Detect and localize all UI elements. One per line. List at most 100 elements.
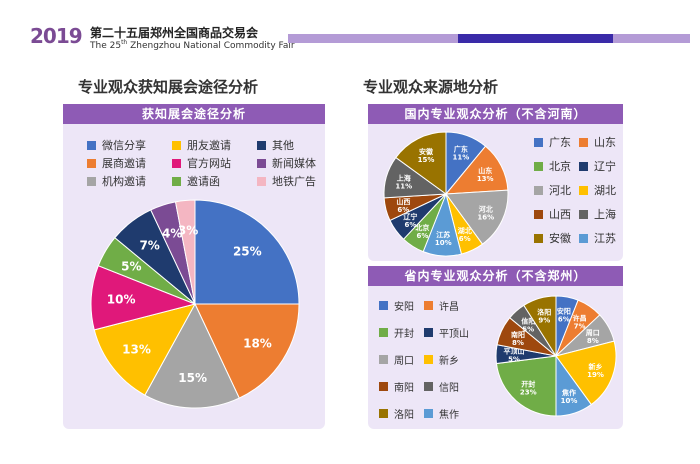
legend-swatch <box>257 158 266 168</box>
legend-swatch <box>172 158 181 168</box>
header-title-en: The 25th Zhengzhou National Commodity Fa… <box>90 39 295 51</box>
fair-logo: 2019 <box>30 24 83 48</box>
slice-value-label: 16% <box>477 214 494 222</box>
legend-swatch <box>379 355 388 364</box>
slice-value-label: 6% <box>416 232 428 240</box>
legend-item: 广东 <box>534 134 571 150</box>
legend-item: 周口 <box>379 352 414 367</box>
legend-swatch <box>579 161 588 171</box>
title-en-part: The 25 <box>90 41 122 51</box>
slice-value-label: 4% <box>162 227 182 241</box>
slice-value-label: 25% <box>233 245 262 259</box>
legend-swatch <box>424 409 433 418</box>
legend-item: 洛阳 <box>379 406 414 421</box>
slice-value-label: 5% <box>508 356 520 364</box>
slice-category-label: 洛阳 <box>537 308 551 317</box>
slice-value-label: 18% <box>243 337 272 351</box>
slice-value-label: 8% <box>587 337 599 345</box>
header-bar-end <box>613 34 690 43</box>
slice-category-label: 许昌 <box>573 313 587 322</box>
header-bar-dark <box>458 34 613 43</box>
legend-item: 新闻媒体 <box>257 155 316 171</box>
slice-category-label: 安阳 <box>557 307 571 316</box>
slice-value-label: 7% <box>574 322 586 330</box>
slice-category-label: 周口 <box>586 328 600 337</box>
slice-category-label: 山西 <box>396 197 410 206</box>
header-title-cn: 第二十五届郑州全国商品交易会 <box>90 26 259 40</box>
legend-label: 广东 <box>549 136 571 149</box>
legend-item: 安徽 <box>534 230 571 246</box>
legend-swatch <box>579 137 588 147</box>
legend-item: 官方网站 <box>172 155 231 171</box>
right-top-pie-chart: 广东11%山东13%河北16%湖北6%江苏10%北京6%辽宁6%山西6%上海11… <box>383 131 509 257</box>
legend-item: 邀请函 <box>172 173 220 189</box>
legend-label: 新闻媒体 <box>272 157 316 170</box>
left-section-title: 专业观众获知展会途径分析 <box>78 78 259 96</box>
legend-swatch <box>534 161 543 171</box>
legend-swatch <box>424 355 433 364</box>
legend-label: 洛阳 <box>394 410 414 421</box>
slice-value-label: 5% <box>522 325 534 333</box>
legend-item: 地铁广告 <box>257 173 316 189</box>
legend-swatch <box>579 209 588 219</box>
legend-item: 山西 <box>534 206 571 222</box>
legend-swatch <box>379 301 388 310</box>
slice-category-label: 河北 <box>479 205 493 214</box>
legend-swatch <box>379 382 388 391</box>
legend-swatch <box>534 233 543 243</box>
legend-label: 山东 <box>594 136 616 149</box>
legend-label: 许昌 <box>439 302 459 313</box>
slice-value-label: 10% <box>561 397 578 405</box>
legend-item: 北京 <box>534 158 571 174</box>
legend-swatch <box>172 176 181 186</box>
slice-category-label: 安徽 <box>419 147 434 156</box>
legend-label: 机构邀请 <box>102 175 146 188</box>
legend-label: 开封 <box>394 329 414 340</box>
legend-item: 新乡 <box>424 352 459 367</box>
right-bottom-chart-title: 省内专业观众分析（不含郑州） <box>368 266 623 286</box>
slice-value-label: 19% <box>587 371 604 379</box>
header: 2019 第二十五届郑州全国商品交易会 The 25th Zhengzhou N… <box>30 24 690 52</box>
legend-swatch <box>534 185 543 195</box>
slice-value-label: 13% <box>122 342 151 356</box>
header-bar-light <box>288 34 458 43</box>
slice-category-label: 焦作 <box>561 388 576 397</box>
legend-item: 南阳 <box>379 379 414 394</box>
right-section-title: 专业观众来源地分析 <box>363 78 499 96</box>
legend-swatch <box>379 328 388 337</box>
legend-label: 江苏 <box>594 232 616 245</box>
legend-swatch <box>87 140 96 150</box>
legend-item: 信阳 <box>424 379 459 394</box>
slice-value-label: 6% <box>459 235 471 243</box>
right-bottom-pie-chart: 安阳6% 许昌7%周口8%新乡19%焦作10%开封23%平顶山5%南阳8%信阳5%… <box>495 295 617 417</box>
legend-label: 辽宁 <box>594 160 616 173</box>
slice-category-label: 辽宁 <box>403 212 417 221</box>
slice-category-label: 北京 <box>415 223 429 232</box>
left-chart-title: 获知展会途径分析 <box>63 104 325 124</box>
legend-label: 信阳 <box>439 383 459 394</box>
legend-item: 上海 <box>579 206 616 222</box>
pie-slice-安徽 <box>395 131 447 195</box>
pie-slice-微信分享 <box>194 199 300 305</box>
slice-value-label: 13% <box>477 175 494 183</box>
legend-swatch <box>87 158 96 168</box>
legend-label: 地铁广告 <box>272 175 316 188</box>
legend-item: 湖北 <box>579 182 616 198</box>
logo-year: 2019 <box>30 24 83 48</box>
slice-value-label: 8% <box>512 339 524 347</box>
legend-swatch <box>534 209 543 219</box>
legend-swatch <box>172 140 181 150</box>
legend-label: 湖北 <box>594 184 616 197</box>
legend-swatch <box>424 301 433 310</box>
legend-label: 官方网站 <box>187 157 231 170</box>
legend-item: 许昌 <box>424 298 459 313</box>
legend-label: 朋友邀请 <box>187 139 231 152</box>
legend-item: 辽宁 <box>579 158 616 174</box>
slice-category-label: 南阳 <box>511 330 525 339</box>
slice-category-label: 新乡 <box>589 362 603 371</box>
right-top-chart-title: 国内专业观众分析（不含河南） <box>368 104 623 124</box>
slice-category-label: 上海 <box>397 174 411 183</box>
legend-label: 山西 <box>549 208 571 221</box>
legend-item: 山东 <box>579 134 616 150</box>
pie-slice-朋友邀请 <box>93 303 196 396</box>
